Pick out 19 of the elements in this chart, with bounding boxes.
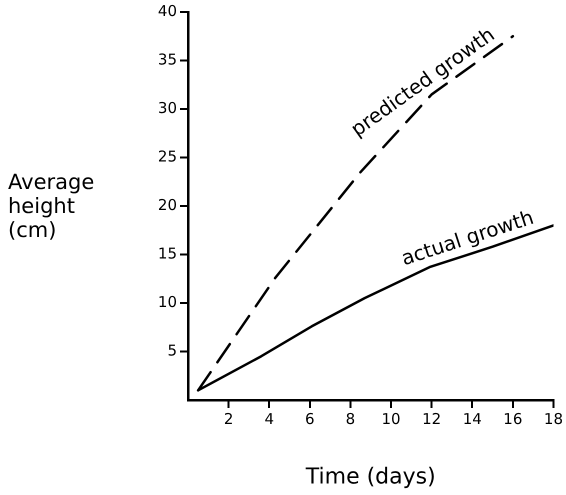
x-tick-label: 10 (381, 410, 401, 428)
y-tick-label: 10 (158, 292, 177, 311)
y-tick-label: 30 (158, 98, 177, 117)
x-tick-label: 8 (346, 410, 356, 428)
y-tick-label: 25 (158, 147, 177, 166)
x-tick-label: 12 (422, 410, 442, 428)
x-tick-label: 4 (264, 410, 274, 428)
y-tick-label: 5 (167, 341, 177, 360)
x-tick-label: 14 (462, 410, 482, 428)
y-tick-label: 40 (158, 2, 177, 20)
y-tick-label: 20 (158, 196, 177, 214)
x-tick-label: 6 (305, 410, 315, 428)
x-tick-label: 18 (544, 410, 564, 428)
x-tick-label: 16 (503, 410, 522, 428)
y-axis-title: Average height (cm) (8, 170, 96, 242)
y-tick-label: 15 (158, 244, 177, 262)
y-tick-label: 35 (158, 50, 177, 68)
x-axis-title: Time (days) (304, 464, 436, 490)
x-tick-label: 2 (224, 410, 234, 428)
